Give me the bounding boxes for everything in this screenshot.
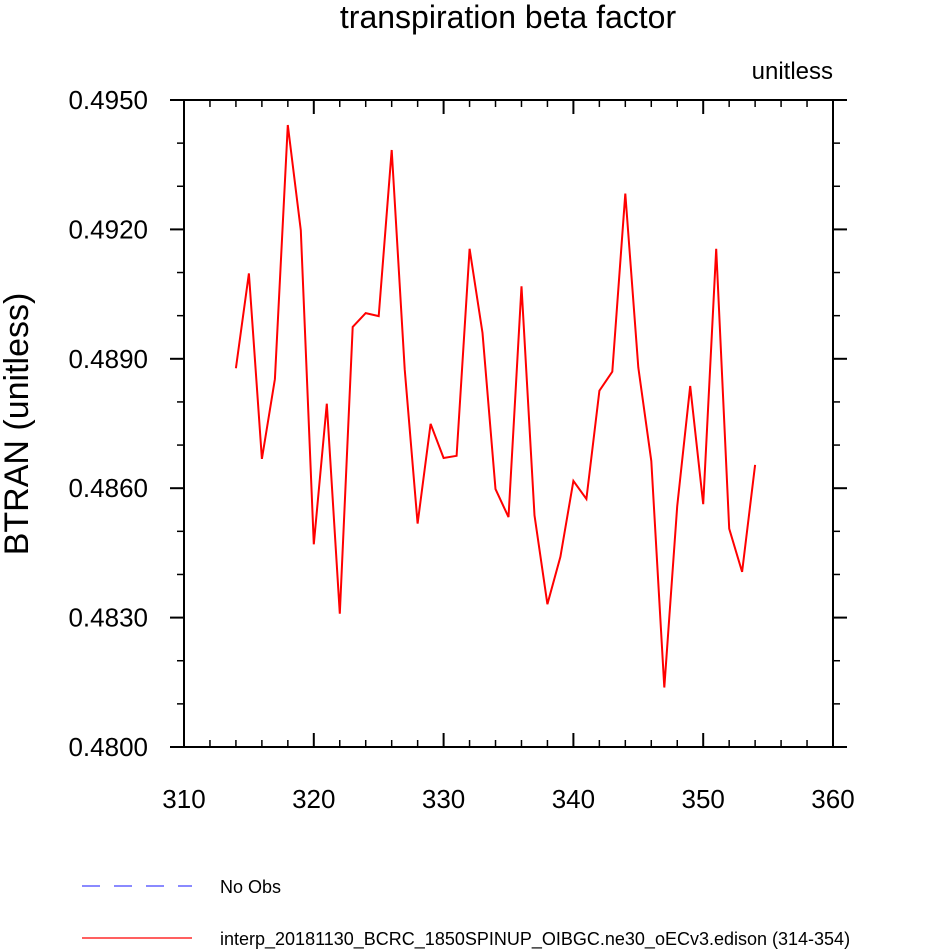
- legend-label: No Obs: [220, 877, 281, 897]
- chart-title: transpiration beta factor: [340, 0, 677, 35]
- series-layer: [234, 124, 757, 688]
- units-label: unitless: [752, 58, 833, 85]
- x-tick-label: 350: [682, 784, 725, 814]
- plot-frame: [183, 99, 834, 748]
- axis-ticks: [170, 99, 847, 748]
- y-tick-label: 0.4920: [68, 214, 148, 244]
- legend: No Obs interp_20181130_BCRC_1850SPINUP_OI…: [82, 877, 850, 950]
- y-tick-label: 0.4830: [68, 603, 148, 633]
- series-line: [234, 124, 757, 688]
- x-tick-label: 320: [292, 784, 335, 814]
- axis-tick-labels: 310 320 330 340 350 360 0.4800 0.4830 0.4860 0.48…: [68, 85, 854, 814]
- x-tick-label: 330: [422, 784, 465, 814]
- y-axis-label: BTRAN (unitless): [0, 293, 36, 556]
- x-tick-label: 310: [162, 784, 205, 814]
- x-tick-label: 360: [811, 784, 854, 814]
- legend-label: interp_20181130_BCRC_1850SPINUP_OIBGC.ne…: [220, 929, 850, 950]
- y-tick-label: 0.4950: [68, 85, 148, 115]
- y-tick-label: 0.4800: [68, 732, 148, 762]
- y-tick-label: 0.4890: [68, 344, 148, 374]
- x-tick-label: 340: [552, 784, 595, 814]
- y-tick-label: 0.4860: [68, 473, 148, 503]
